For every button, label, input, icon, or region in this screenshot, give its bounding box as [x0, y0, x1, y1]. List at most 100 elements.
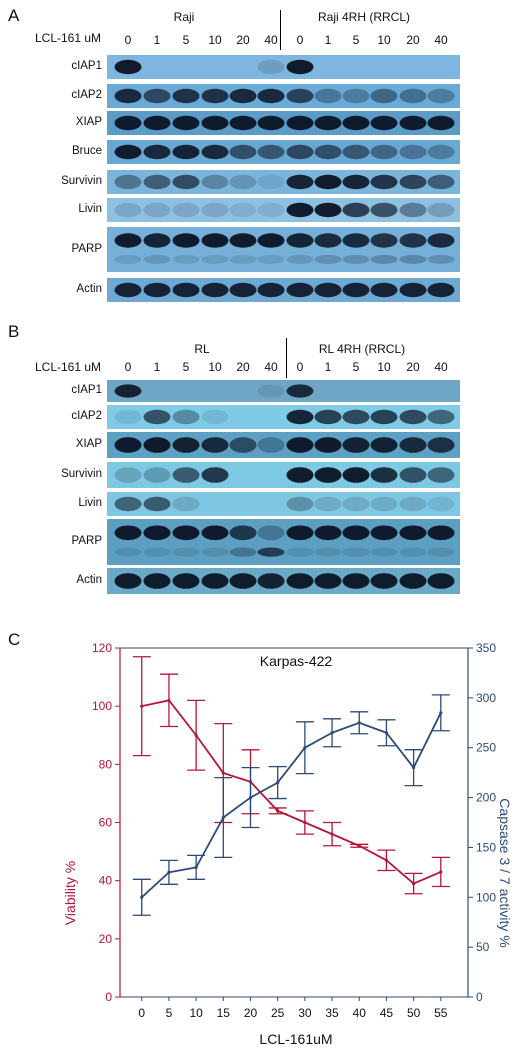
protein-band: [370, 437, 398, 453]
protein-band: [114, 282, 142, 298]
dose-label: LCL-161 uM: [35, 31, 102, 45]
protein-band: [342, 409, 370, 425]
y-tick-label-right: 100: [476, 890, 496, 904]
dose-value: 10: [377, 33, 391, 47]
protein-band: [172, 496, 200, 512]
panel-c-label: C: [8, 630, 21, 649]
protein-band: [427, 437, 455, 453]
y-tick-label-right: 350: [476, 641, 496, 655]
protein-band: [257, 88, 285, 104]
protein-band: [342, 525, 370, 541]
protein-band: [427, 202, 455, 218]
dose-value: 1: [324, 360, 332, 374]
series-line-segment: [168, 699, 197, 736]
y-tick-label-right: 250: [476, 741, 496, 755]
protein-label: XIAP: [75, 116, 102, 128]
protein-band: [342, 115, 370, 131]
protein-band: [399, 88, 427, 104]
protein-band: [229, 233, 257, 248]
protein-band: [370, 88, 398, 104]
protein-band: [172, 437, 200, 453]
dose-value: 5: [182, 360, 190, 374]
data-point: [412, 881, 416, 886]
protein-band: [143, 573, 171, 589]
protein-band: [342, 282, 370, 298]
protein-band: [257, 525, 285, 541]
protein-band: [399, 437, 427, 453]
protein-band: [314, 174, 342, 190]
protein-band: [342, 437, 370, 453]
data-point: [439, 711, 443, 715]
panel-c: C 0 20 40 60 80 100 120 0 50 100 150 200 250 300 350 0 5…: [0, 618, 520, 1054]
protein-band: [399, 525, 427, 541]
protein-band: [143, 174, 171, 190]
protein-band: [342, 467, 370, 483]
protein-band: [342, 547, 370, 557]
data-point: [167, 870, 171, 874]
protein-band: [314, 254, 342, 264]
protein-band: [370, 254, 398, 264]
protein-band: [286, 525, 314, 541]
group-title-raji: Raji: [173, 10, 195, 24]
protein-label: cIAP2: [71, 89, 102, 101]
protein-band: [143, 88, 171, 104]
protein-band: [172, 525, 200, 541]
protein-band: [257, 547, 285, 557]
protein-band: [427, 409, 455, 425]
protein-band: [286, 59, 314, 75]
protein-band: [286, 409, 314, 425]
dose-value: 5: [352, 360, 360, 374]
protein-band: [427, 88, 455, 104]
protein-band: [201, 467, 229, 483]
protein-band: [257, 254, 285, 264]
protein-band: [314, 115, 342, 131]
blot-row: XIAP: [0, 432, 520, 458]
dose-value: 20: [236, 33, 250, 47]
x-tick-label: 35: [325, 1006, 339, 1020]
protein-band: [172, 202, 200, 218]
series-line-segment: [277, 810, 306, 824]
protein-band: [286, 384, 314, 398]
protein-band: [370, 547, 398, 557]
protein-band: [201, 202, 229, 218]
protein-band: [427, 573, 455, 589]
chart-series: [132, 656, 450, 916]
protein-band: [114, 467, 142, 483]
series-line-segment: [304, 821, 333, 835]
blot-row: cIAP2: [0, 84, 520, 108]
protein-label: PARP: [71, 242, 102, 255]
protein-band: [286, 115, 314, 131]
protein-band: [229, 282, 257, 298]
blot-row: PARP: [0, 519, 520, 565]
dose-value: 20: [406, 360, 420, 374]
dose-value: 40: [434, 33, 448, 47]
protein-band: [201, 573, 229, 589]
data-point: [194, 733, 198, 737]
series-caspase: [132, 694, 450, 916]
data-point: [357, 844, 361, 848]
protein-band: [257, 115, 285, 131]
protein-band: [427, 496, 455, 512]
x-tick-label: 50: [407, 1006, 421, 1020]
data-point: [412, 766, 416, 770]
protein-band: [172, 144, 200, 160]
protein-band: [201, 282, 229, 298]
protein-band: [229, 547, 257, 557]
blot-row: Actin: [0, 568, 520, 594]
protein-label: XIAP: [75, 438, 102, 450]
data-point: [330, 832, 334, 836]
protein-band: [427, 233, 455, 248]
series-line-segment: [168, 866, 197, 874]
data-point: [276, 809, 280, 813]
blot-strip: [107, 55, 460, 79]
y-tick-label-left: 100: [92, 699, 112, 713]
series-line-segment: [222, 796, 252, 819]
blot-strip: [107, 462, 460, 488]
protein-band: [370, 202, 398, 218]
x-tick-label: 55: [434, 1006, 448, 1020]
panel-a-label: A: [8, 6, 20, 25]
protein-band: [143, 233, 171, 248]
series-line-segment: [141, 871, 170, 898]
group-separator: [280, 10, 281, 50]
series-line-segment: [385, 859, 415, 885]
